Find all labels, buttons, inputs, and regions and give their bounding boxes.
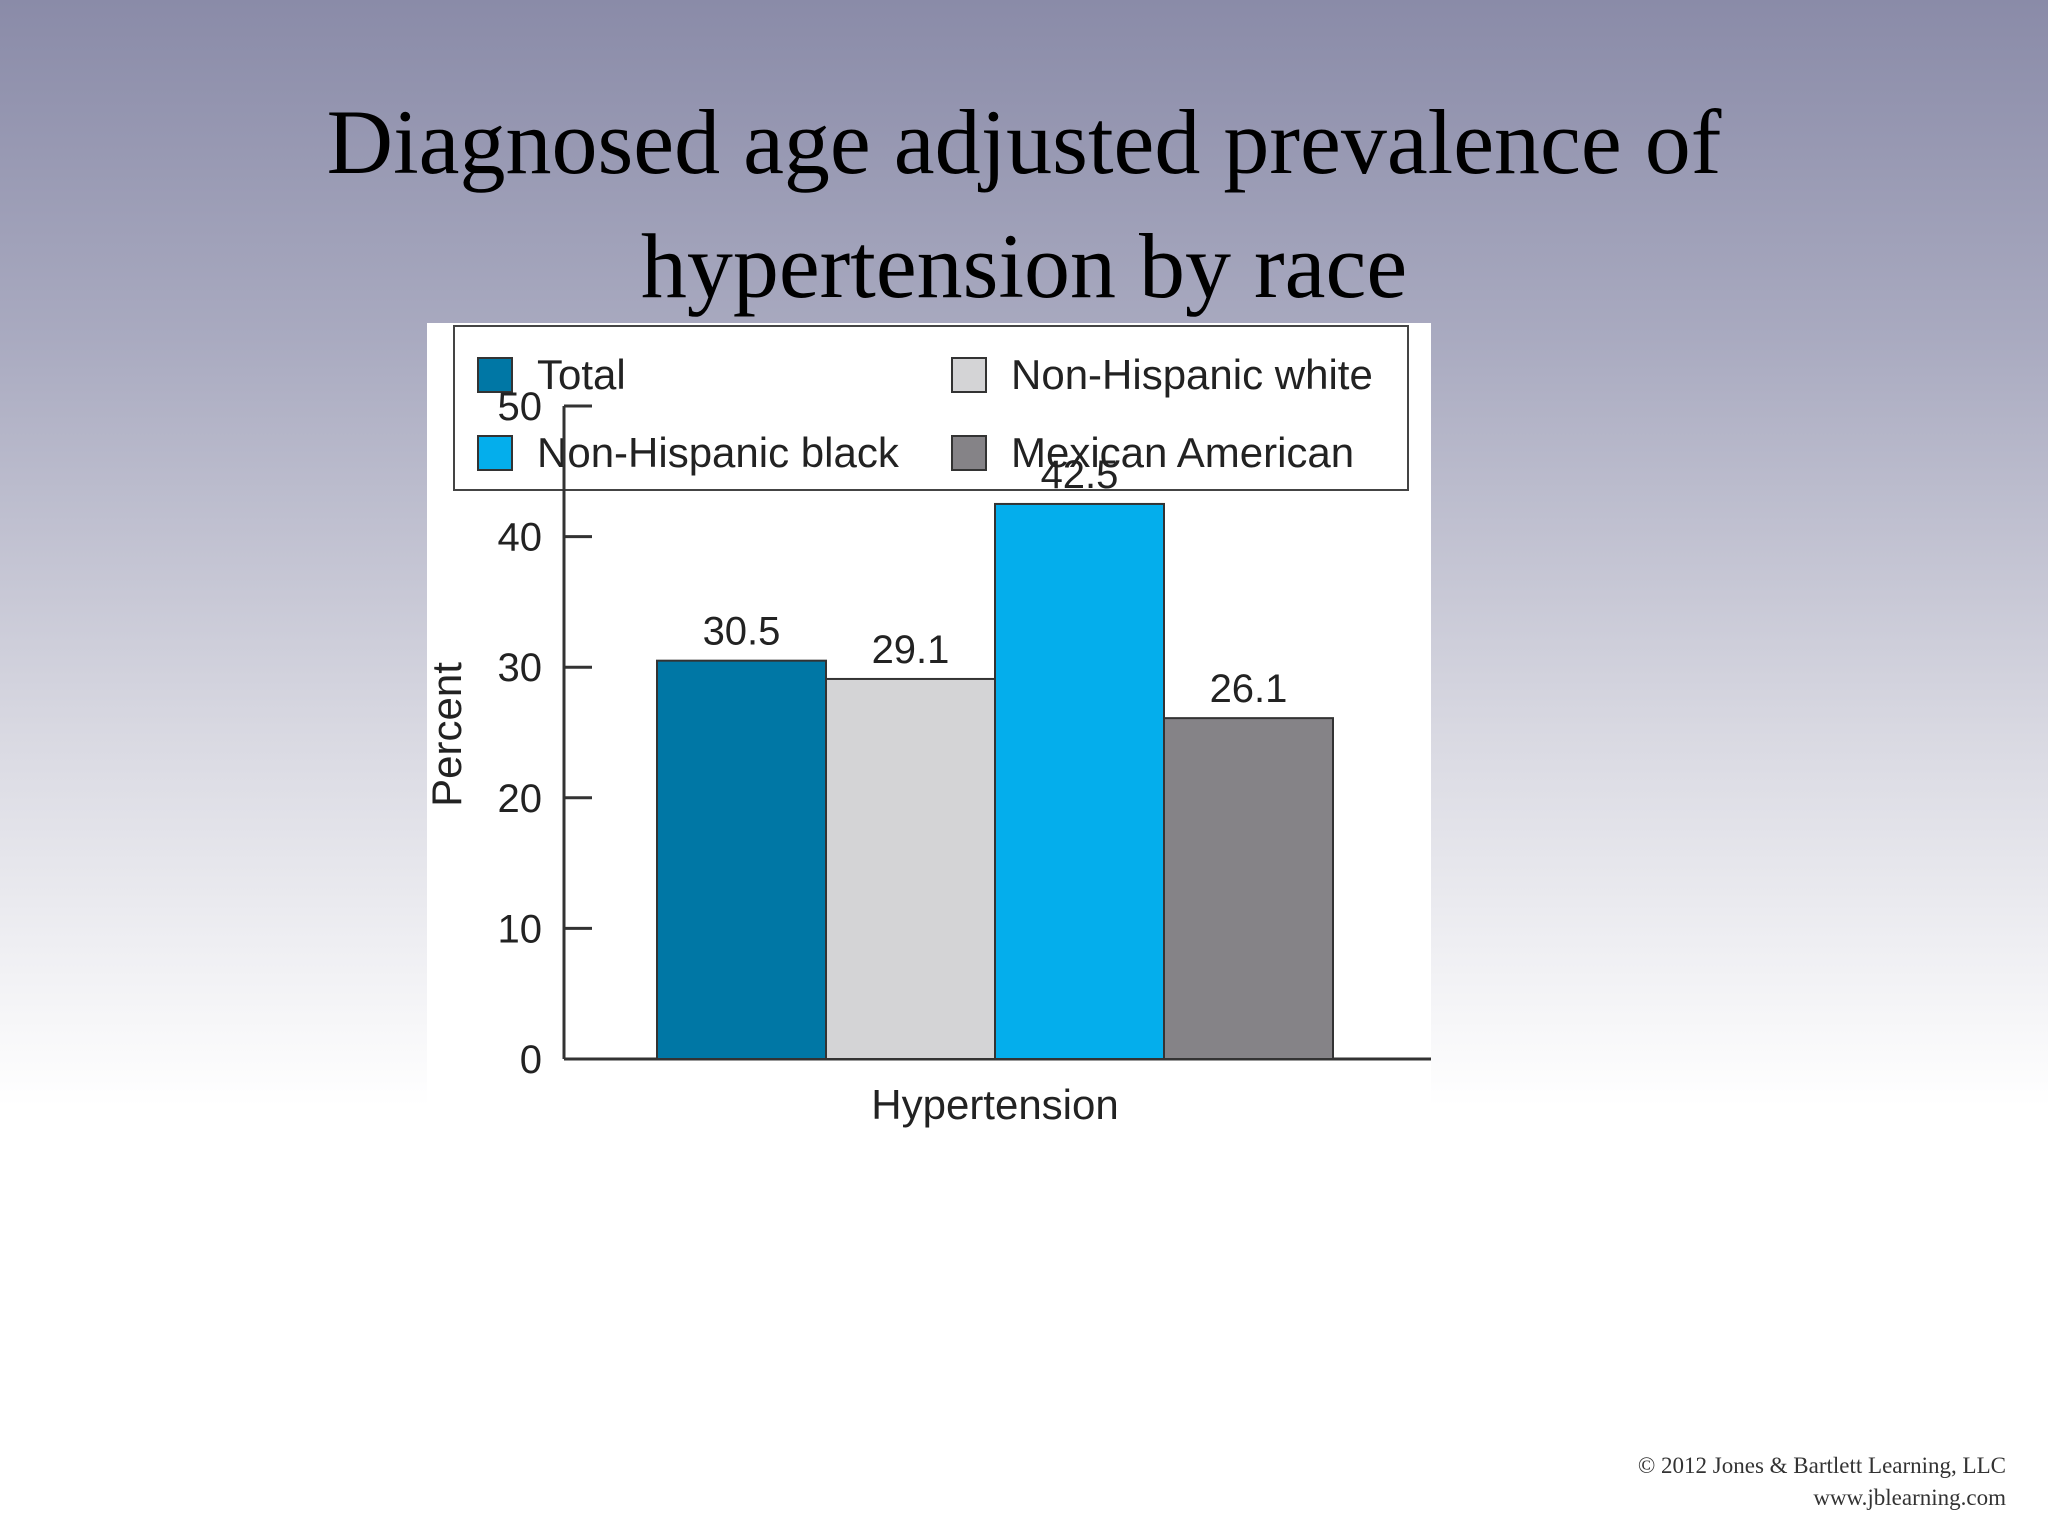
y-tick-label-40: 40 <box>498 516 543 560</box>
y-axis-label: Percent <box>427 662 470 807</box>
y-tick-label-30: 30 <box>498 646 543 690</box>
chart-panel: Total Non-Hispanic black Non-Hispanic wh… <box>427 323 1431 1463</box>
legend-swatch-total <box>477 357 513 393</box>
legend-label-non-hispanic-white: Non-Hispanic white <box>1011 351 1373 398</box>
legend-label-non-hispanic-black: Non-Hispanic black <box>537 429 899 476</box>
bar-chart: 0 10 20 30 40 50 Percent 30.5 29.1 42.5 26.1 Hypert… <box>427 385 1431 1128</box>
chart-legend: Total Non-Hispanic black Non-Hispanic wh… <box>453 325 1409 491</box>
y-tick-label-10: 10 <box>498 907 543 951</box>
copyright-text: © 2012 Jones & Bartlett Learning, LLC <box>1637 1453 2006 1478</box>
slide-title-line1: Diagnosed age adjusted prevalence of <box>326 91 1722 193</box>
data-label-0: 30.5 <box>703 610 781 654</box>
data-label-3: 26.1 <box>1210 667 1288 711</box>
y-tick-label-0: 0 <box>520 1038 542 1082</box>
legend-swatch-mexican-american <box>951 435 987 471</box>
legend-item-non-hispanic-black: Non-Hispanic black <box>477 429 899 477</box>
y-tick-label-20: 20 <box>498 777 543 821</box>
legend-swatch-non-hispanic-black <box>477 435 513 471</box>
legend-label-mexican-american: Mexican American <box>1011 429 1355 476</box>
data-label-1: 29.1 <box>872 628 950 672</box>
bar-total <box>656 659 827 1060</box>
legend-item-non-hispanic-white: Non-Hispanic white <box>951 351 1373 399</box>
credits: © 2012 Jones & Bartlett Learning, LLC ww… <box>1638 1450 2006 1514</box>
bar-non-hispanic-black <box>994 502 1165 1060</box>
legend-label-total: Total <box>537 351 626 398</box>
data-label-2: 42.5 <box>1041 453 1119 497</box>
bar-non-hispanic-white <box>825 677 996 1060</box>
legend-item-mexican-american: Mexican American <box>951 429 1354 477</box>
legend-swatch-non-hispanic-white <box>951 357 987 393</box>
y-tick-label-50: 50 <box>498 385 543 429</box>
x-category-label: Hypertension <box>871 1081 1118 1128</box>
legend-item-total: Total <box>477 351 626 399</box>
bar-mexican-american <box>1163 717 1334 1060</box>
slide-title: Diagnosed age adjusted prevalence of hyp… <box>0 80 2048 328</box>
slide-title-line2: hypertension by race <box>640 215 1408 317</box>
website-text: www.jblearning.com <box>1813 1485 2006 1510</box>
